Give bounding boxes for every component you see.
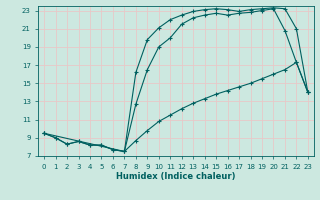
X-axis label: Humidex (Indice chaleur): Humidex (Indice chaleur) bbox=[116, 172, 236, 181]
